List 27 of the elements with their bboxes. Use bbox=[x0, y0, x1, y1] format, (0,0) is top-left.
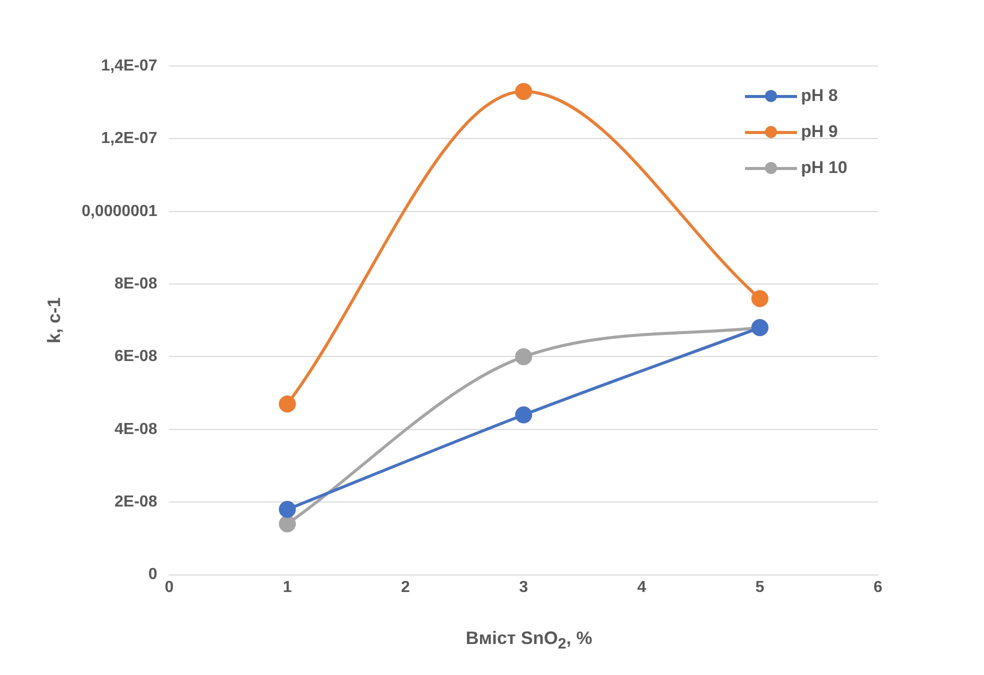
x-tick-label: 5 bbox=[755, 578, 764, 596]
y-axis-title: k, с-1 bbox=[44, 297, 64, 344]
legend-label: pH 9 bbox=[801, 122, 838, 142]
x-tick-label: 2 bbox=[401, 578, 410, 596]
x-axis-title: Вміст SnO$_{2}$, % bbox=[464, 628, 594, 653]
x-tick-label: 1 bbox=[282, 578, 292, 596]
point bbox=[278, 515, 296, 532]
point bbox=[515, 406, 532, 424]
point bbox=[278, 395, 296, 412]
y-tick-label: 4E-08 bbox=[114, 420, 158, 438]
y-tick-label: 8E-08 bbox=[114, 275, 158, 292]
legend-label: pH 8 bbox=[801, 86, 838, 106]
y-tick-label: 2E-08 bbox=[114, 494, 158, 511]
point bbox=[278, 500, 296, 518]
point bbox=[751, 290, 768, 308]
y-tick-label: 6E-08 bbox=[114, 348, 158, 366]
legend-label: pH 10 bbox=[801, 158, 848, 178]
y-tick-label: 1,4E-07 bbox=[101, 57, 158, 74]
y-tick-label: 0 bbox=[148, 566, 158, 584]
point bbox=[515, 348, 532, 366]
x-tick-label: 6 bbox=[874, 578, 883, 596]
point bbox=[515, 82, 532, 100]
y-tick-label: 0,0000001 bbox=[82, 202, 158, 220]
x-tick-label: 0 bbox=[164, 578, 174, 596]
y-tick-label: 1,2E-07 bbox=[101, 130, 158, 148]
x-tick-label: 3 bbox=[519, 578, 528, 596]
x-tick-label: 4 bbox=[637, 578, 646, 596]
